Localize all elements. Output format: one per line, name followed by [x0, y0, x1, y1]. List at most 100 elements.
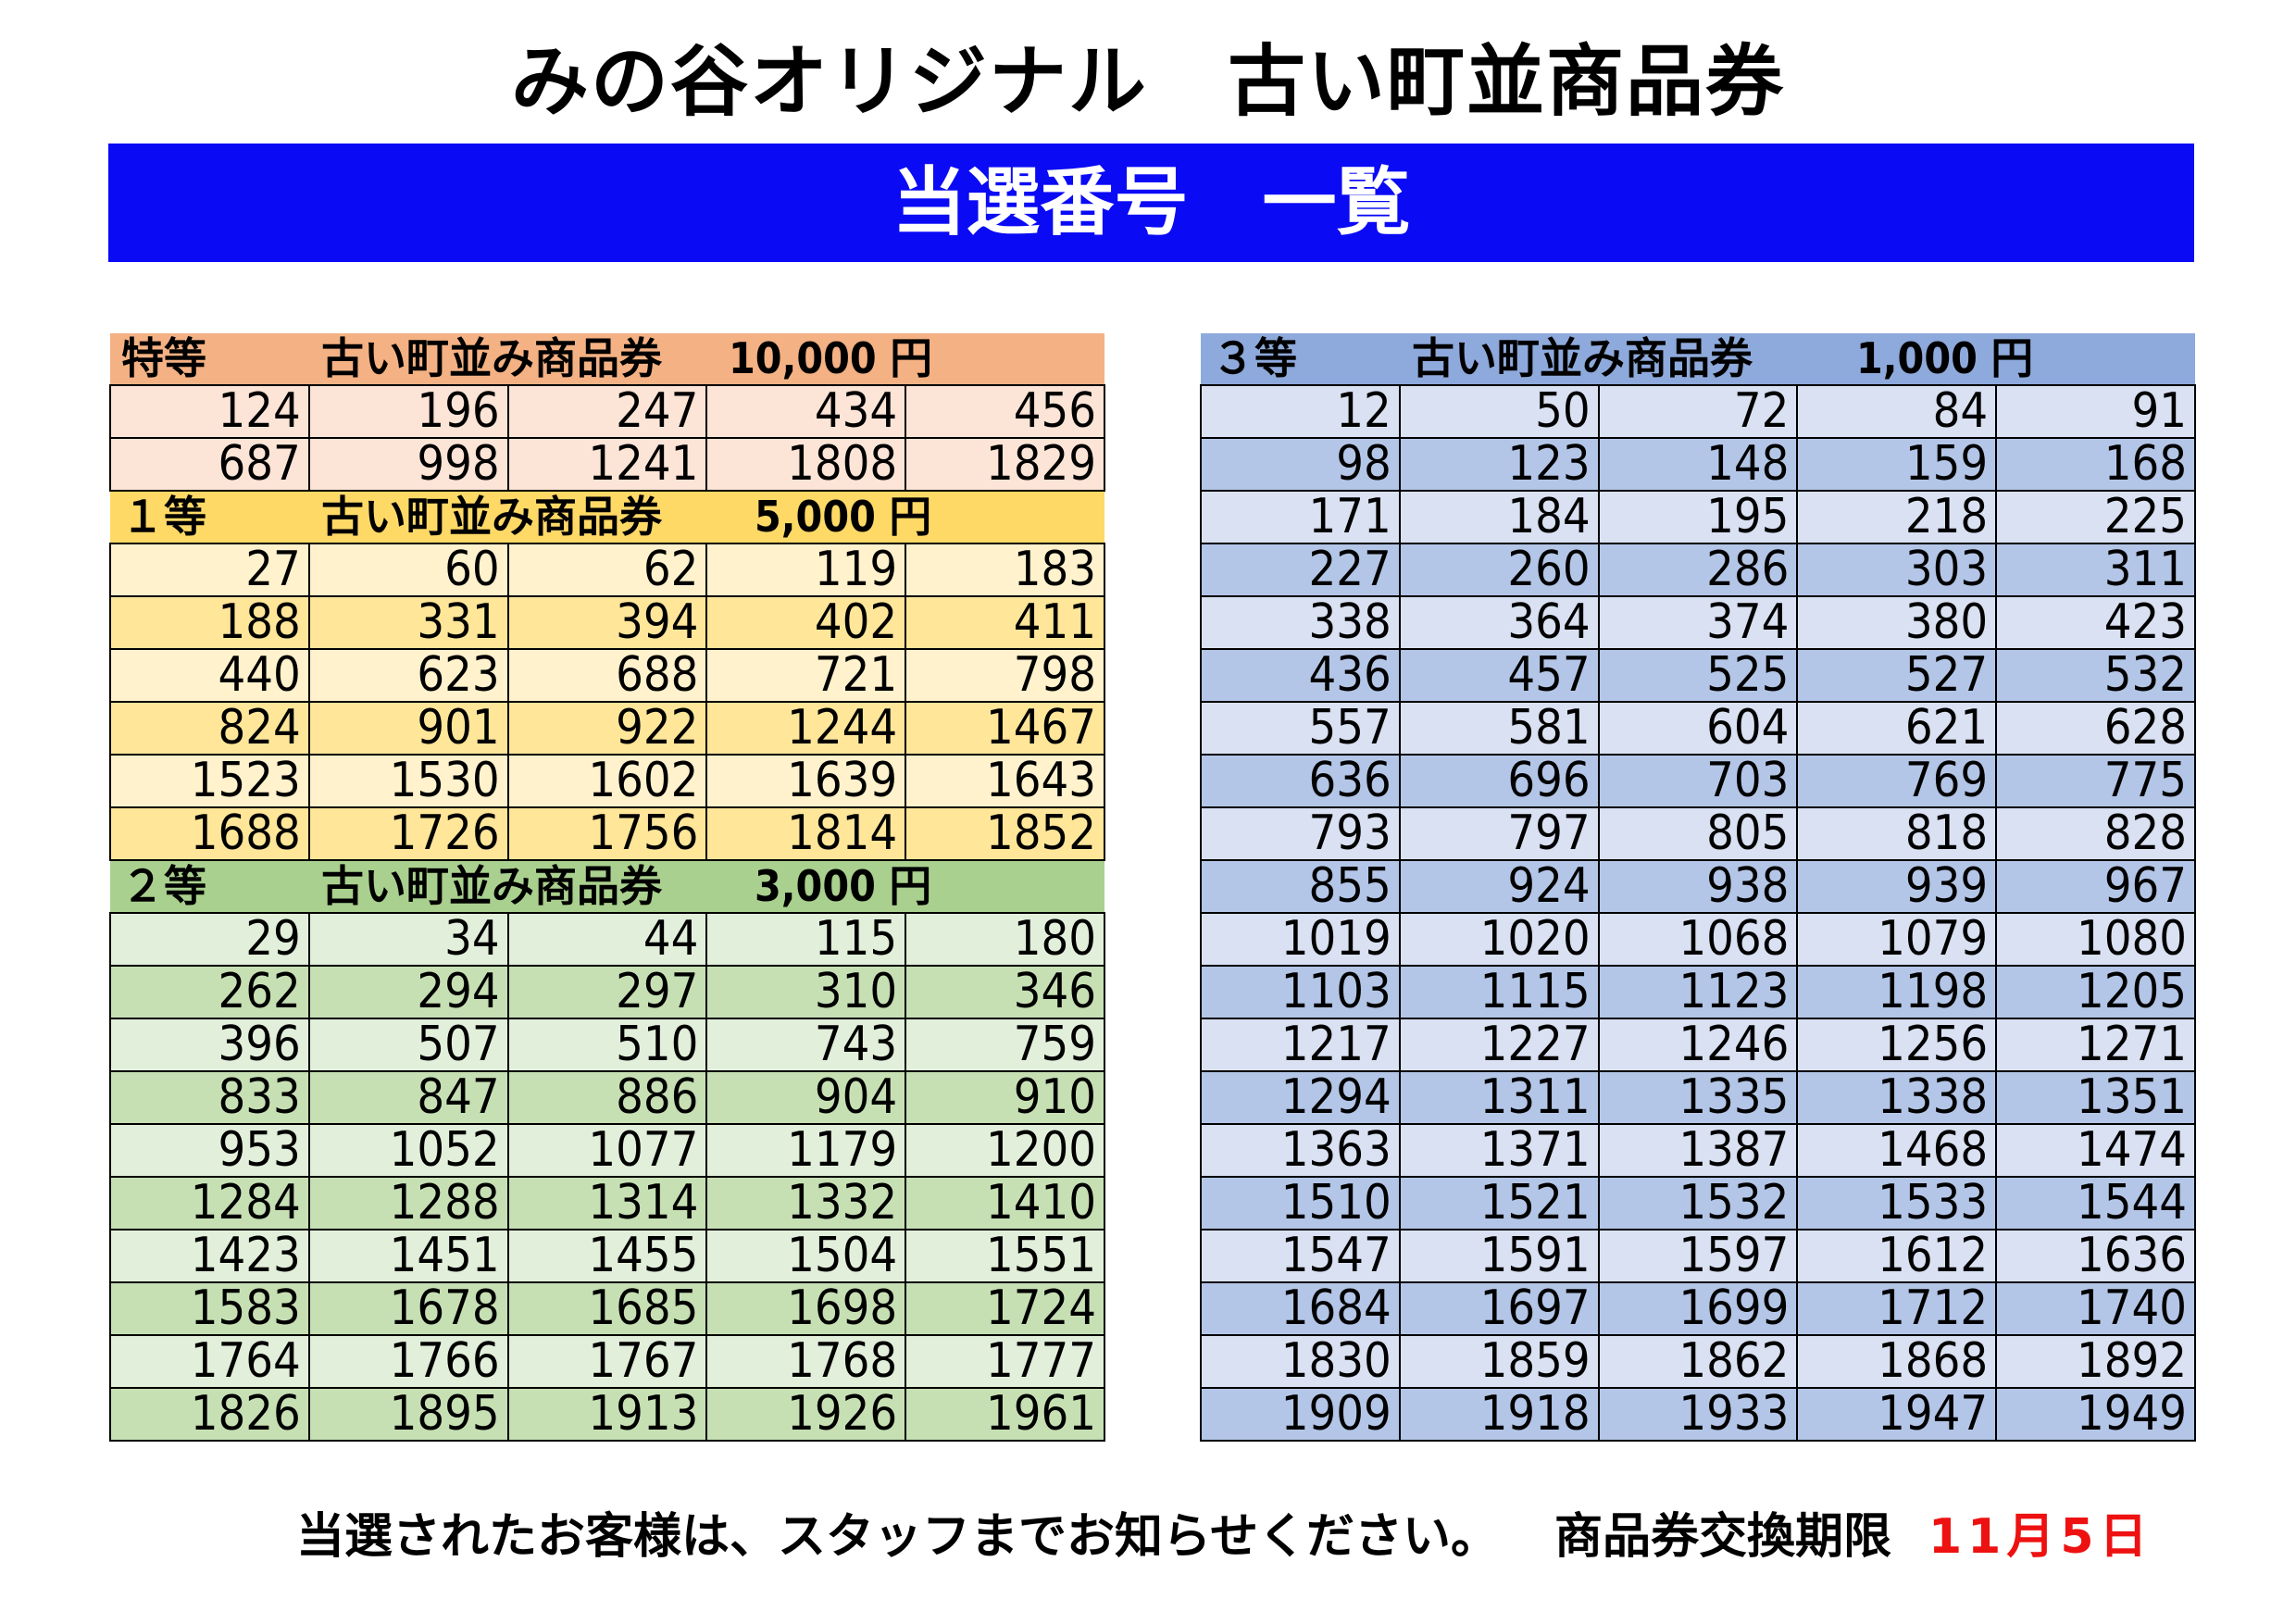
winning-number-cell: 1756 — [506, 806, 708, 861]
winning-number-cell: 1020 — [1398, 912, 1600, 967]
winning-number-cell: 939 — [1796, 859, 1998, 914]
winning-number-cell: 12 — [1200, 384, 1401, 439]
table-row: 262 294 297 310 346 — [109, 965, 1105, 1019]
winning-number-cell: 1314 — [506, 1176, 708, 1230]
winning-number-cell: 1740 — [1995, 1281, 2196, 1336]
winning-number-cell: 1467 — [905, 701, 1105, 756]
winning-number-cell: 91 — [1995, 384, 2196, 439]
winning-number-cell: 1808 — [705, 437, 907, 492]
winning-number-cell: 374 — [1597, 595, 1799, 650]
table-row: 1688 1726 1756 1814 1852 — [109, 806, 1105, 861]
winning-number-cell: 904 — [705, 1070, 907, 1125]
winning-number-cell: 623 — [307, 648, 509, 703]
table-row: 1764 1766 1767 1768 1777 — [109, 1334, 1105, 1389]
winning-number-cell: 581 — [1398, 701, 1600, 756]
winning-number-cell: 1241 — [506, 437, 708, 492]
winning-number-cell: 1363 — [1200, 1123, 1401, 1178]
winning-number-cell: 1179 — [705, 1123, 907, 1178]
winning-numbers-banner: 当選番号 一覧 — [108, 144, 2194, 262]
winning-number-cell: 1699 — [1597, 1281, 1799, 1336]
winning-number-cell: 953 — [109, 1123, 310, 1178]
winning-number-cell: 1079 — [1796, 912, 1998, 967]
winning-number-cell: 262 — [109, 965, 310, 1019]
winning-number-cell: 805 — [1597, 806, 1799, 861]
winning-number-cell: 286 — [1597, 543, 1799, 597]
winning-number-cell: 196 — [307, 384, 509, 439]
winning-number-cell: 1338 — [1796, 1070, 1998, 1125]
table-row: 793 797 805 818 828 — [1200, 806, 2196, 861]
winning-number-cell: 84 — [1796, 384, 1998, 439]
exchange-deadline-date: 11月5日 — [1928, 1509, 2153, 1565]
prize-name-label: 古い町並み商品券 — [321, 861, 662, 911]
winning-number-cell: 184 — [1398, 490, 1600, 544]
winning-number-cell: 532 — [1995, 648, 2196, 703]
table-row: 338 364 374 380 423 — [1200, 595, 2196, 650]
winning-number-cell: 1288 — [307, 1176, 509, 1230]
winning-number-cell: 1256 — [1796, 1018, 1998, 1072]
winning-number-cell: 1217 — [1200, 1018, 1401, 1072]
winning-number-cell: 1852 — [905, 806, 1105, 861]
table-row: 1909 1918 1933 1947 1949 — [1200, 1387, 2196, 1442]
page-title: みの谷オリジナル 古い町並商品券 — [510, 35, 1785, 127]
winning-number-cell: 180 — [905, 912, 1105, 967]
winning-number-cell: 1918 — [1398, 1387, 1600, 1442]
prize-amount-label: 1,000 円 — [1856, 333, 2034, 383]
winning-number-cell: 1451 — [307, 1229, 509, 1283]
winning-number-cell: 1949 — [1995, 1387, 2196, 1442]
winning-number-cell: 1510 — [1200, 1176, 1401, 1230]
winning-number-cell: 1583 — [109, 1281, 310, 1336]
winning-number-cell: 828 — [1995, 806, 2196, 861]
table-row: 124 196 247 434 456 — [109, 384, 1105, 439]
winning-number-cell: 687 — [109, 437, 310, 492]
winning-number-cell: 1311 — [1398, 1070, 1600, 1125]
winning-number-cell: 901 — [307, 701, 509, 756]
winning-number-cell: 183 — [905, 543, 1105, 597]
winning-number-cell: 338 — [1200, 595, 1401, 650]
winning-number-cell: 402 — [705, 595, 907, 650]
winning-number-cell: 1532 — [1597, 1176, 1799, 1230]
winning-number-cell: 50 — [1398, 384, 1600, 439]
prize-amount-label: 5,000 円 — [755, 492, 932, 542]
winning-number-cell: 798 — [905, 648, 1105, 703]
winning-number-cell: 1859 — [1398, 1334, 1600, 1389]
winning-number-cell: 621 — [1796, 701, 1998, 756]
winning-number-cell: 168 — [1995, 437, 2196, 492]
winning-number-cell: 1684 — [1200, 1281, 1401, 1336]
winning-number-cell: 380 — [1796, 595, 1998, 650]
prize-header-special: 特等 古い町並み商品券 10,000 円 — [110, 333, 1104, 386]
winning-number-cell: 225 — [1995, 490, 2196, 544]
winning-number-cell: 703 — [1597, 754, 1799, 808]
prize-grade-label: ２等 — [121, 861, 206, 911]
winning-number-cell: 818 — [1796, 806, 1998, 861]
table-row: 855 924 938 939 967 — [1200, 859, 2196, 914]
table-row: 396 507 510 743 759 — [109, 1018, 1105, 1072]
winning-number-cell: 218 — [1796, 490, 1998, 544]
winning-number-cell: 1284 — [109, 1176, 310, 1230]
winning-number-cell: 1597 — [1597, 1229, 1799, 1283]
winning-number-cell: 1521 — [1398, 1176, 1600, 1230]
winning-number-cell: 1103 — [1200, 965, 1401, 1019]
winning-number-cell: 769 — [1796, 754, 1998, 808]
winning-number-cell: 1868 — [1796, 1334, 1998, 1389]
winning-number-cell: 910 — [905, 1070, 1105, 1125]
winning-number-cell: 886 — [506, 1070, 708, 1125]
winning-number-cell: 297 — [506, 965, 708, 1019]
winning-number-cell: 1423 — [109, 1229, 310, 1283]
prize-grade-label: ３等 — [1212, 333, 1297, 383]
winning-number-cell: 123 — [1398, 437, 1600, 492]
table-row: 687 998 1241 1808 1829 — [109, 437, 1105, 492]
winning-number-cell: 1826 — [109, 1387, 310, 1442]
winning-number-cell: 1895 — [307, 1387, 509, 1442]
table-row: 1547 1591 1597 1612 1636 — [1200, 1229, 2196, 1283]
winning-number-cell: 62 — [506, 543, 708, 597]
winning-number-cell: 793 — [1200, 806, 1401, 861]
winning-number-cell: 1724 — [905, 1281, 1105, 1336]
winning-number-cell: 1523 — [109, 754, 310, 808]
winning-number-cell: 1244 — [705, 701, 907, 756]
winning-number-cell: 227 — [1200, 543, 1401, 597]
winning-number-cell: 1698 — [705, 1281, 907, 1336]
table-row: 436 457 525 527 532 — [1200, 648, 2196, 703]
winning-number-cell: 1678 — [307, 1281, 509, 1336]
winning-number-cell: 557 — [1200, 701, 1401, 756]
table-row: 1294 1311 1335 1338 1351 — [1200, 1070, 2196, 1125]
